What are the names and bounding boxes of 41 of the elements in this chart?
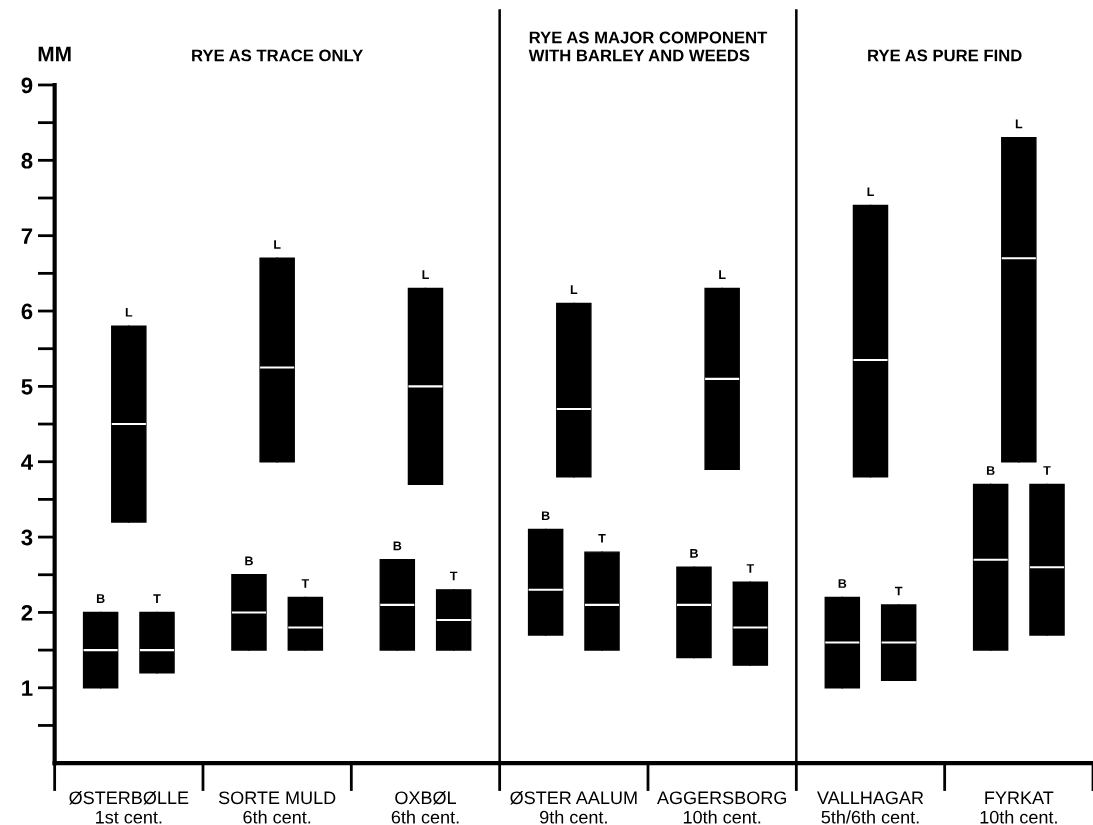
- x-tick-label: ØSTER AALUM 9th cent.: [510, 791, 637, 824]
- x-tick-label: FYRKAT 10th cent.: [980, 791, 1057, 824]
- text: B: [393, 541, 402, 551]
- series-label: T: [153, 594, 161, 603]
- text: T: [598, 534, 606, 543]
- text: T: [746, 564, 755, 573]
- x-tick-label: VALLHAGAR 5th/6th cent.: [817, 791, 924, 824]
- text: RYE AS MAJOR COMPONENT WITH BARLEY AND WEEDS: [528, 31, 768, 62]
- text: B: [541, 511, 550, 520]
- y-tick-label: 8: [21, 152, 33, 169]
- text: B: [986, 466, 995, 475]
- x-tick-label: SORTE MULD 6th cent.: [218, 791, 336, 824]
- y-tick-label: 1: [22, 680, 33, 696]
- text: L: [1015, 119, 1023, 129]
- text: B: [245, 556, 253, 566]
- text: L: [570, 285, 578, 294]
- text: B: [690, 549, 698, 558]
- x-tick-label: OXBØL 6th cent.: [391, 791, 459, 824]
- text: L: [125, 307, 133, 317]
- text: RYE AS PURE FIND: [868, 49, 1022, 62]
- y-tick-label: 3: [21, 529, 33, 546]
- y-axis-title: MM: [38, 46, 71, 62]
- text: B: [838, 579, 847, 588]
- x-tick-label: AGGERSBORG 10th cent.: [656, 791, 787, 824]
- y-tick-label: 6: [21, 303, 33, 320]
- x-tick-label: ØSTERBØLLE 1st cent.: [69, 791, 189, 824]
- series-label: L: [274, 240, 281, 249]
- y-tick-label: 4: [21, 454, 33, 470]
- y-tick-label: 9: [21, 77, 33, 94]
- text: T: [301, 579, 310, 588]
- y-tick-label: 5: [21, 379, 33, 395]
- text: L: [719, 270, 726, 279]
- series-label: B: [96, 594, 105, 603]
- text: T: [1043, 466, 1051, 475]
- y-tick-label: 7: [21, 228, 33, 244]
- text: L: [867, 187, 874, 196]
- text: T: [895, 586, 903, 596]
- text: L: [422, 270, 429, 279]
- y-tick-label: 2: [21, 604, 33, 621]
- text: T: [450, 571, 458, 581]
- text: RYE AS TRACE ONLY: [192, 49, 364, 62]
